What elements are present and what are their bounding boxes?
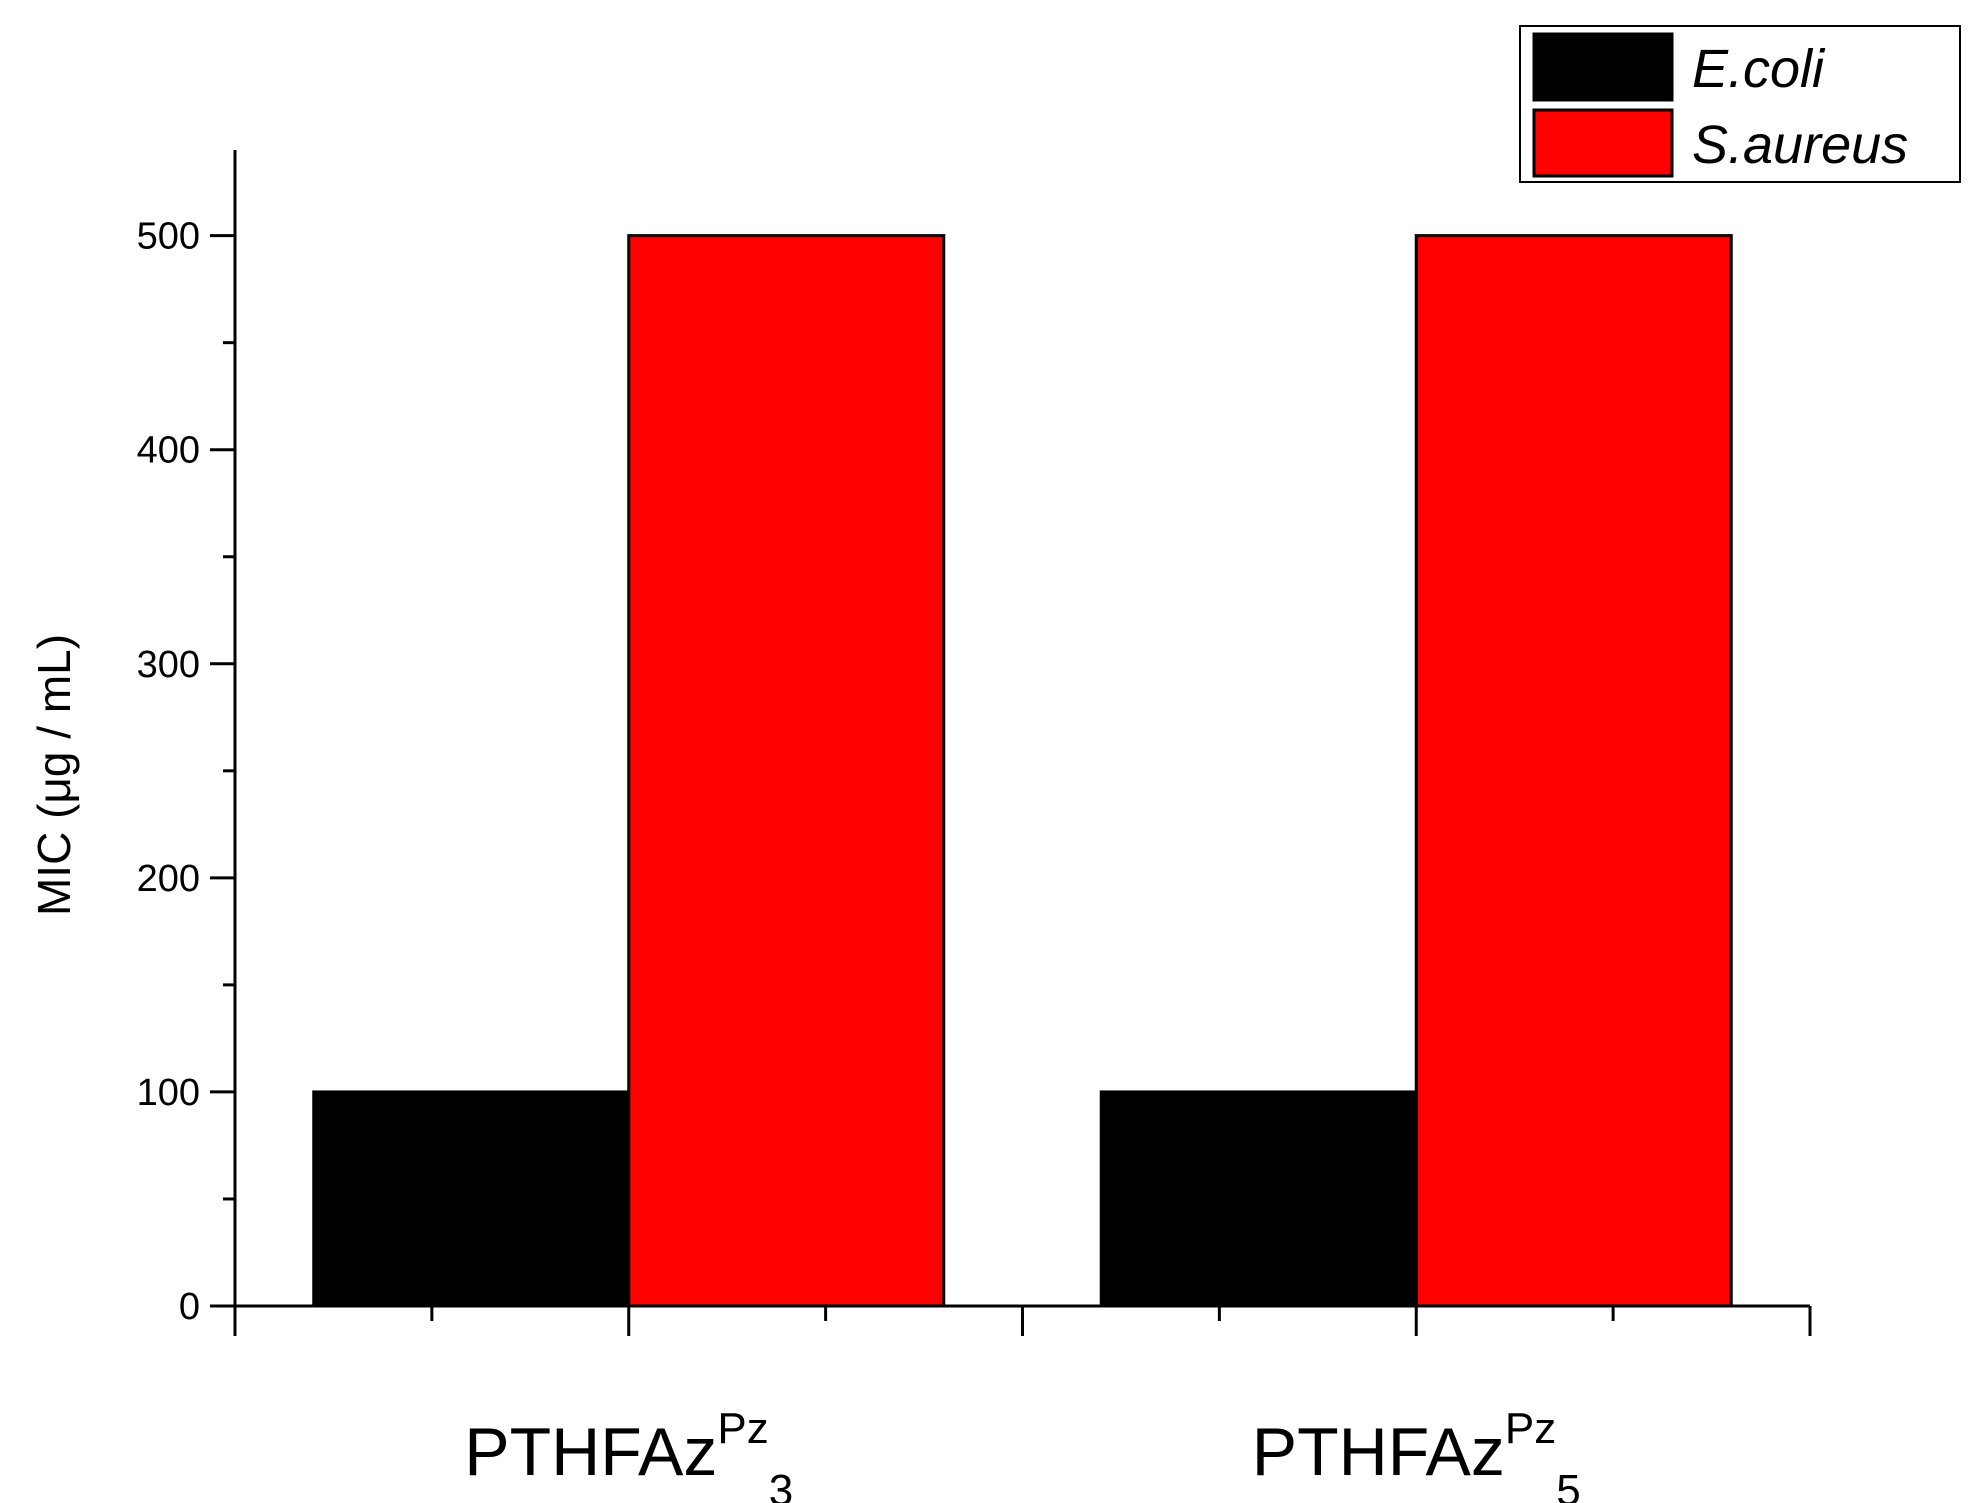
x-categories-group: PTHFAzPz3 PTHFAzPz5	[464, 1404, 1580, 1503]
y-axis-label: MIC (μg / mL)	[28, 634, 80, 916]
legend: E.coli S.aureus	[1519, 25, 1961, 183]
y-tick-label: 200	[137, 858, 200, 900]
y-tick-label: 100	[137, 1072, 200, 1114]
bar-s-aureus-2	[1414, 234, 1733, 1308]
y-tick-label: 500	[137, 216, 200, 258]
legend-swatch-s-aureus	[1532, 108, 1674, 178]
bar-e-coli-1	[312, 1090, 631, 1308]
bars-group	[312, 234, 1733, 1308]
y-tick-label: 400	[137, 430, 200, 472]
legend-label: E.coli	[1692, 39, 1826, 99]
y-tick-label: 300	[137, 644, 200, 686]
bar-s-aureus-1	[627, 234, 946, 1308]
x-category-label: PTHFAzPz5	[1252, 1404, 1581, 1503]
y-ticks-group: 0 100 200 300 400 500	[137, 216, 235, 1328]
x-category-label: PTHFAzPz3	[464, 1404, 793, 1503]
legend-label: S.aureus	[1692, 115, 1908, 175]
legend-swatch-e-coli	[1532, 32, 1674, 102]
bar-e-coli-2	[1099, 1090, 1418, 1308]
y-tick-label: 0	[179, 1286, 200, 1328]
